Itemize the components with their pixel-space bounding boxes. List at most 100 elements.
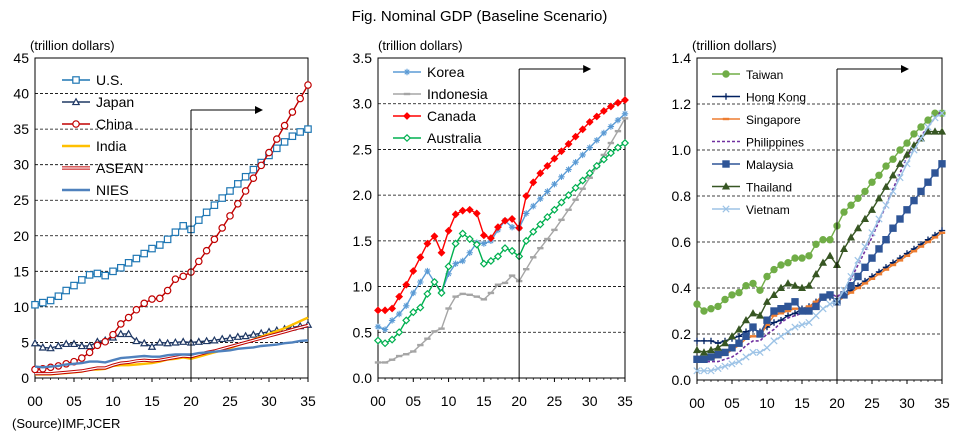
data-point — [805, 318, 813, 327]
data-point — [508, 246, 517, 255]
legend-label: Malaysia — [746, 158, 794, 172]
data-point — [756, 348, 764, 357]
data-point — [805, 307, 813, 315]
data-point — [416, 303, 425, 312]
legend-label: Vietnam — [746, 203, 790, 217]
data-point — [579, 151, 586, 159]
x-tick-label: 30 — [899, 395, 915, 411]
data-point — [903, 206, 911, 214]
data-point — [707, 337, 715, 345]
data-point — [437, 248, 446, 257]
data-point — [69, 339, 79, 348]
data-point — [938, 160, 946, 168]
data-point — [599, 155, 608, 164]
x-tick-label: 35 — [934, 395, 950, 411]
data-point — [770, 265, 778, 274]
data-point — [826, 236, 834, 244]
data-point — [707, 367, 715, 375]
data-point — [536, 220, 545, 229]
data-point — [700, 337, 708, 345]
data-point — [931, 169, 939, 177]
data-point — [777, 305, 785, 313]
data-point — [825, 251, 835, 259]
data-point — [846, 233, 856, 241]
data-point — [234, 199, 242, 208]
data-point — [776, 283, 786, 292]
data-point — [93, 341, 102, 350]
data-point — [272, 135, 281, 143]
data-point — [882, 201, 890, 209]
data-point — [171, 228, 180, 237]
data-point — [875, 245, 883, 253]
data-point — [85, 341, 94, 350]
data-point — [374, 306, 382, 315]
data-point — [875, 215, 883, 223]
data-point — [734, 325, 744, 333]
x-tick-label: 15 — [794, 395, 810, 411]
data-point — [458, 206, 467, 215]
data-point — [847, 201, 855, 209]
data-point — [409, 308, 418, 317]
data-point — [769, 290, 779, 298]
data-point — [543, 161, 552, 170]
data-point — [226, 212, 234, 220]
data-point — [693, 367, 701, 375]
data-point — [889, 187, 897, 196]
data-point — [494, 223, 502, 232]
data-point — [749, 279, 757, 288]
legend-entry: Canada — [393, 108, 476, 124]
y-tick-label: 0 — [21, 370, 29, 386]
data-point — [592, 161, 601, 170]
data-point — [140, 249, 149, 258]
series-indonesia — [374, 117, 629, 364]
x-tick-label: 35 — [617, 393, 633, 409]
x-tick-label: 05 — [405, 393, 421, 409]
data-point — [735, 288, 743, 297]
data-point — [395, 328, 404, 337]
legend-label: Korea — [427, 64, 465, 80]
data-point — [543, 213, 552, 222]
data-point — [508, 215, 516, 223]
data-point — [770, 337, 778, 345]
data-point — [70, 281, 78, 290]
legend-entry: U.S. — [62, 72, 123, 88]
data-point — [923, 127, 933, 135]
y-tick-label: 1.0 — [672, 142, 692, 158]
legend-entry: Singapore — [712, 113, 801, 127]
x-tick-label: 20 — [183, 393, 199, 409]
data-point — [109, 330, 117, 339]
data-point — [798, 321, 806, 329]
data-point — [558, 173, 565, 181]
x-tick-label: 20 — [829, 395, 845, 411]
data-point — [544, 188, 551, 195]
data-point — [465, 205, 474, 214]
data-point — [101, 337, 110, 346]
data-point — [854, 272, 862, 281]
legend-entry: Malaysia — [712, 158, 794, 172]
data-point — [124, 259, 133, 267]
legend-label: Japan — [96, 94, 134, 110]
y-tick-label: 5 — [21, 334, 29, 350]
data-point — [770, 319, 778, 326]
data-point — [565, 166, 572, 173]
data-point — [924, 116, 932, 124]
data-point — [777, 261, 785, 269]
data-point — [713, 343, 723, 351]
data-point — [735, 339, 743, 347]
legend-label: Taiwan — [746, 68, 783, 82]
data-point — [840, 286, 848, 294]
x-tick-label: 00 — [689, 395, 705, 411]
legend-label: Canada — [427, 108, 476, 124]
data-point — [241, 331, 250, 340]
data-point — [735, 333, 743, 340]
y-tick-label: 2.5 — [353, 141, 373, 157]
data-point — [148, 244, 156, 253]
data-point — [217, 334, 227, 343]
legend-marker — [72, 120, 80, 128]
data-point — [523, 210, 530, 217]
y-axis-label: (trillion dollars) — [692, 38, 777, 53]
source-note: (Source)IMF,JCER — [12, 416, 121, 431]
series-line — [697, 229, 943, 344]
data-point — [693, 300, 701, 308]
